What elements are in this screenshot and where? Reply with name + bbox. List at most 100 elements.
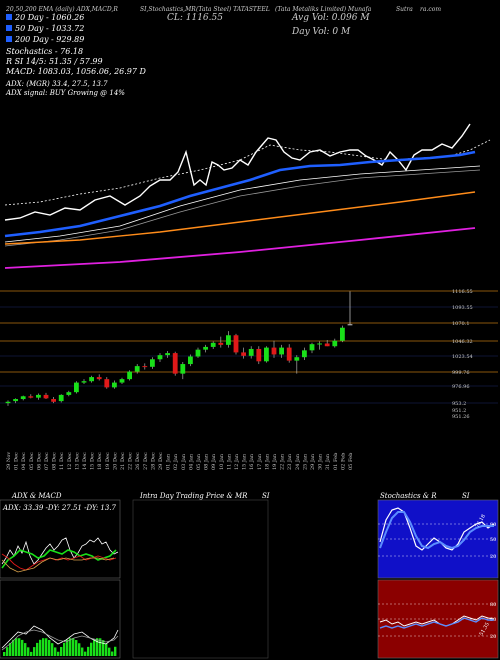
macd-histogram-bar (111, 651, 114, 656)
macd-histogram-bar (21, 639, 24, 656)
price-axis-label: 951.2 (452, 408, 466, 414)
rsi-blue-line (379, 617, 494, 629)
date-axis-label: 06 Dec (36, 452, 42, 470)
candle-body (195, 349, 201, 357)
rsi-white-line (379, 615, 495, 627)
date-axis-label: 08 Dec (52, 452, 58, 470)
minus-di-line (1, 553, 117, 571)
date-axis-label: 01 Feb (333, 453, 339, 470)
date-axis-label: 28 Dec (150, 452, 156, 470)
adx-line (1, 537, 119, 565)
price-axis-label: 1023.54 (452, 354, 473, 360)
macd-histogram-bar (87, 646, 90, 656)
candle-body (188, 356, 193, 365)
close-label: CL: 1116.55 (167, 13, 223, 23)
date-axis-label: 14 Dec (82, 452, 88, 470)
ema-50-swatch (6, 25, 12, 31)
macd-histogram-bar (66, 639, 69, 656)
candle-body (241, 352, 246, 356)
date-axis-label: 12 Jan (234, 453, 240, 470)
plus-di-line (1, 549, 117, 569)
candle-body (203, 346, 208, 350)
date-axis-label: 22 Jan (280, 453, 286, 470)
date-axis-label: 05 Feb (348, 453, 354, 470)
ema-50-label: 50 Day - 1033.72 (15, 24, 85, 33)
date-axis-label: 29 Jan (310, 453, 316, 470)
candle-body (112, 382, 117, 388)
macd-histogram-bar (18, 638, 21, 656)
macd-histogram-bar (42, 638, 45, 656)
candle-body (5, 401, 11, 404)
stoch-k-line (379, 507, 495, 551)
price-axis-label: 953.2 (452, 401, 466, 407)
candlesticks (5, 291, 353, 406)
macd-histogram-bar (102, 640, 105, 656)
price-axis-label: 1116.55 (452, 289, 473, 295)
macd-histogram-bar (24, 643, 27, 656)
rsi-value: R SI 14/5: 51.35 / 57.99 (6, 57, 103, 66)
date-axis-label: 04 Jan (188, 453, 194, 470)
adx-panel-values: ADX: 33.39 -DY: 27.51 -DY: 13.7 (2, 504, 117, 512)
date-axis-label: 10 Jan (219, 453, 225, 470)
candle-body (51, 399, 56, 402)
candle-body (150, 359, 155, 367)
date-axis-labels: 29 Nov 01 Dec 04 Dec 05 Dec 06 Dec 07 Dec 08 D… (6, 452, 354, 470)
candle-body (43, 394, 49, 399)
date-axis-label: 03 Jan (181, 453, 187, 470)
candle-body (89, 377, 94, 382)
ema-200-swatch (6, 36, 12, 42)
date-axis-label: 29 Nov (6, 452, 12, 470)
date-axis-label: 02 Jan (173, 453, 179, 470)
candle-body (96, 377, 102, 380)
price-axis-label: 976.96 (452, 384, 470, 390)
stoch-panel-title: Stochastics & R (380, 492, 437, 500)
candle-body (20, 396, 26, 400)
adx-value: ADX: (MGR) 33.4, 27.5, 13.7 (6, 80, 108, 88)
date-axis-label: 21 Dec (120, 452, 126, 470)
adxr-line (1, 557, 115, 573)
candle-body (332, 340, 338, 347)
date-axis-label: 18 Jan (264, 453, 270, 470)
date-axis-label: 26 Dec (135, 452, 141, 470)
date-axis-label: 23 Jan (287, 453, 293, 470)
macd-line (1, 625, 119, 649)
ema-20-swatch (6, 14, 12, 20)
date-axis-label: 31 Jan (325, 453, 331, 470)
price-axis-labels: 1116.55 1093.55 1070.1 1046.32 1023.54 999.76… (452, 289, 473, 420)
ema-100-line (4, 191, 476, 245)
candle-body (264, 347, 269, 362)
price-level-lines (0, 290, 498, 404)
date-axis-label: 09 Jan (211, 453, 217, 470)
macd-histogram-bar (57, 651, 60, 656)
macd-histogram-bar (30, 651, 33, 656)
stoch-level-20: 20 (490, 554, 496, 560)
header-left: 20,50,200 EMA (daily) ADX,MACD,R (6, 6, 118, 13)
intra-panel-title: Intra Day Trading Price & MR (140, 492, 248, 500)
macd-histogram-bar (72, 638, 75, 656)
date-axis-label: 20 Dec (112, 452, 118, 470)
macd-signal-line (1, 629, 119, 651)
macd-histogram-bar (15, 638, 18, 656)
header-symbol: (Tata Steel) TATASTEEL (196, 6, 270, 13)
price-axis-label: 1093.55 (452, 305, 473, 311)
candle-body (58, 394, 64, 402)
day-volume: Day Vol: 0 M (292, 27, 351, 37)
ema-200-label: 200 Day - 929.89 (15, 35, 85, 44)
ema-50-line (4, 165, 481, 243)
candle-body (233, 335, 239, 353)
date-axis-label: 11 Dec (59, 452, 65, 470)
macd-histogram (3, 638, 117, 656)
header-site-a: Sutra (396, 6, 413, 13)
macd-histogram-bar (60, 646, 63, 656)
candle-body (36, 394, 41, 398)
candle-body (210, 342, 216, 347)
ema-lines (4, 123, 491, 269)
date-axis-label: 27 Dec (143, 452, 149, 470)
adx-signal: ADX signal: BUY Growing @ 14% (6, 89, 125, 97)
price-axis-label: 1070.1 (452, 321, 470, 327)
candle-body (271, 347, 277, 355)
date-axis-label: 18 Dec (97, 452, 103, 470)
macd-histogram-bar (96, 638, 99, 656)
candle-body (302, 350, 307, 358)
ema-20-legend: 20 Day - 1060.26 (6, 13, 84, 22)
